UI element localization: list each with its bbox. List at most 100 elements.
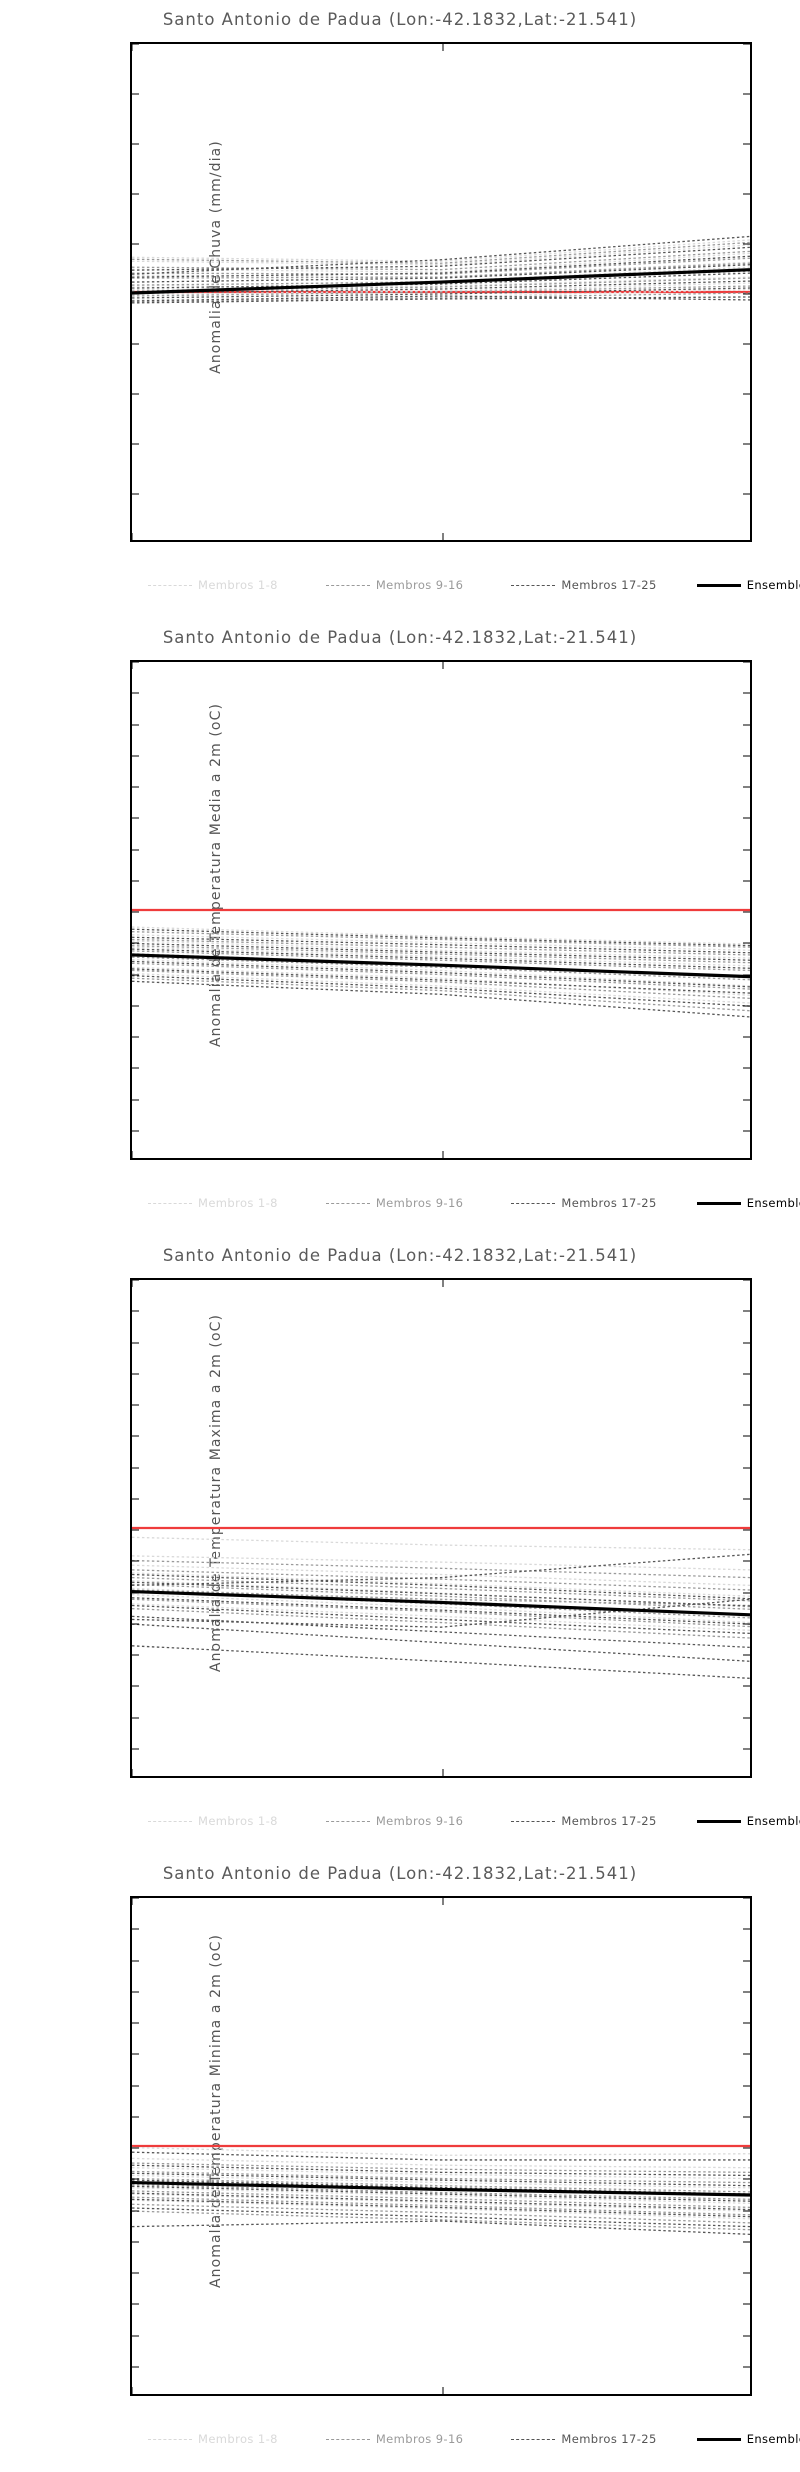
- y-tick-mark: [132, 1592, 139, 1593]
- y-tick-mark: [743, 243, 750, 245]
- legend-label: Ensemble Mean: [746, 578, 800, 592]
- y-tick-mark: [132, 2085, 139, 2086]
- y-tick-mark: [132, 1130, 139, 1132]
- y-tick-mark: [132, 1067, 139, 1069]
- panel-title: Santo Antonio de Padua (Lon:-42.1832,Lat…: [162, 1246, 638, 1265]
- series-canvas: [132, 235, 750, 304]
- y-tick-mark: [132, 2366, 139, 2368]
- y-tick-mark: [132, 443, 139, 445]
- x-tick-mark: [132, 1769, 133, 1776]
- y-tick-mark: [132, 724, 139, 725]
- legend-item-membros-17-25: Membros 17-25: [511, 1814, 656, 1828]
- y-tick-mark: [132, 911, 139, 913]
- y-tick-mark: [743, 692, 750, 694]
- x-tick-mark: [442, 1280, 444, 1287]
- legend-item-ensemble-mean: Ensemble Mean: [696, 1814, 800, 1828]
- x-tick-mark: [132, 1151, 133, 1158]
- y-tick-mark: [132, 2178, 139, 2180]
- y-tick-mark: [132, 293, 139, 295]
- x-tick-mark: [442, 1898, 444, 1905]
- legend-item-membros-9-16: Membros 9-16: [325, 1814, 464, 1828]
- legend-item-membros-9-16: Membros 9-16: [325, 2432, 464, 2446]
- legend-swatch: [325, 1820, 370, 1822]
- y-tick-mark: [743, 2178, 750, 2180]
- y-tick-mark: [132, 817, 139, 819]
- y-tick-mark: [132, 662, 139, 663]
- y-tick-mark: [132, 1928, 139, 1930]
- legend-item-membros-9-16: Membros 9-16: [325, 1196, 464, 1210]
- series-canvas: [132, 2144, 750, 2235]
- y-tick-mark: [743, 1529, 750, 1531]
- legend-label: Ensemble Mean: [746, 2432, 800, 2446]
- y-tick-mark: [743, 1373, 750, 1375]
- y-tick-mark: [743, 880, 750, 882]
- y-tick-mark: [132, 243, 139, 245]
- legend-swatch: [696, 1201, 741, 1205]
- y-tick-mark: [743, 1067, 750, 1069]
- y-tick-mark: [132, 1991, 139, 1993]
- x-tick-mark: [442, 533, 444, 540]
- y-tick-mark: [132, 1435, 139, 1437]
- y-tick-mark: [743, 911, 750, 913]
- y-tick-mark: [132, 2272, 139, 2274]
- y-tick-mark: [743, 662, 750, 663]
- legend-swatch: [511, 1820, 556, 1822]
- y-tick-mark: [132, 974, 139, 975]
- y-tick-mark: [132, 2241, 139, 2243]
- y-tick-mark: [743, 93, 750, 95]
- y-tick-mark: [132, 1748, 139, 1750]
- legend-swatch: [148, 2438, 192, 2440]
- legend: Membros 1-8 Membros 9-16 Membros 17-25 E…: [130, 2432, 800, 2446]
- legend-swatch: [696, 583, 741, 587]
- y-tick-mark: [743, 2241, 750, 2243]
- legend-label: Ensemble Mean: [746, 1814, 800, 1828]
- y-tick-mark: [743, 1560, 750, 1562]
- y-tick-mark: [132, 1467, 139, 1468]
- y-tick-mark: [132, 849, 139, 850]
- plot-area: Anomalia de Temperatura Minima a 2m (oC)…: [130, 1896, 752, 2396]
- y-tick-mark: [743, 1310, 750, 1312]
- y-tick-mark: [743, 2116, 750, 2118]
- y-tick-mark: [743, 1280, 750, 1281]
- y-tick-mark: [743, 143, 750, 145]
- y-tick-mark: [132, 343, 139, 345]
- y-tick-mark: [132, 942, 139, 944]
- legend: Membros 1-8 Membros 9-16 Membros 17-25 E…: [130, 1814, 800, 1828]
- legend-label: Membros 17-25: [561, 1196, 657, 1210]
- legend-swatch: [696, 2437, 741, 2441]
- y-tick-mark: [132, 193, 139, 195]
- y-tick-mark: [132, 93, 139, 95]
- y-tick-mark: [743, 2335, 750, 2336]
- series-canvas: [132, 908, 750, 1018]
- y-tick-mark: [743, 786, 750, 788]
- legend-label: Membros 9-16: [375, 2432, 464, 2446]
- y-tick-mark: [743, 1623, 750, 1625]
- legend-label: Membros 17-25: [561, 1814, 657, 1828]
- y-tick-mark: [132, 1342, 139, 1343]
- legend-label: Membros 17-25: [561, 2432, 657, 2446]
- y-tick-mark: [743, 1717, 750, 1718]
- y-tick-mark: [132, 2210, 139, 2211]
- legend-swatch: [325, 1202, 370, 1204]
- x-tick-mark: [132, 1280, 133, 1287]
- y-tick-mark: [132, 1373, 139, 1375]
- y-tick-mark: [132, 143, 139, 145]
- legend-swatch: [148, 1202, 192, 1204]
- y-tick-mark: [743, 1991, 750, 1993]
- y-tick-mark: [743, 755, 750, 757]
- legend-item-membros-1-8: Membros 1-8: [148, 578, 278, 592]
- y-tick-mark: [132, 1560, 139, 1562]
- legend-label: Ensemble Mean: [746, 1196, 800, 1210]
- y-tick-mark: [743, 2085, 750, 2086]
- legend-swatch: [696, 1819, 741, 1823]
- y-tick-mark: [132, 1036, 139, 1038]
- y-tick-mark: [132, 692, 139, 694]
- y-tick-mark: [132, 2303, 139, 2305]
- y-tick-mark: [743, 2053, 750, 2055]
- y-tick-mark: [743, 1685, 750, 1687]
- y-tick-mark: [132, 1623, 139, 1625]
- y-tick-mark: [743, 849, 750, 850]
- y-tick-mark: [743, 2272, 750, 2274]
- y-tick-mark: [132, 1960, 139, 1961]
